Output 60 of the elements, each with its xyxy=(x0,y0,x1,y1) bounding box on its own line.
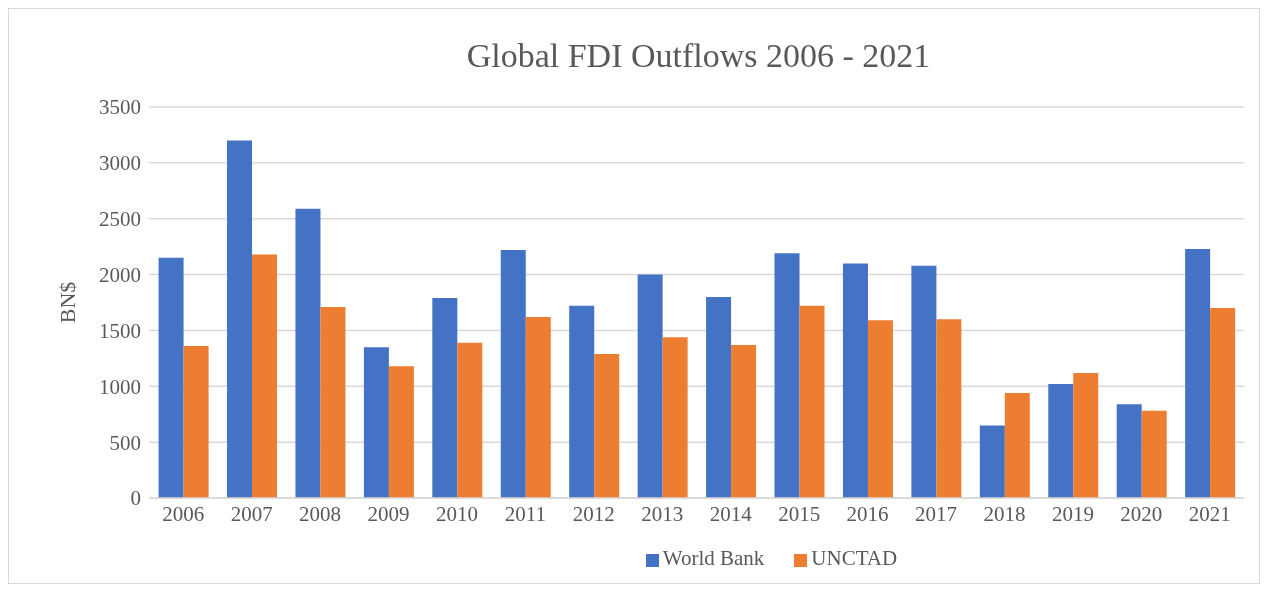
y-tick-label: 3500 xyxy=(99,95,141,120)
x-tick-label: 2012 xyxy=(572,501,615,526)
bar xyxy=(979,425,1005,498)
bar xyxy=(799,305,825,498)
y-tick-label: 3000 xyxy=(99,151,141,176)
y-tick-label: 1500 xyxy=(99,318,141,343)
x-tick-label: 2018 xyxy=(983,501,1026,526)
bar xyxy=(457,342,483,498)
bar xyxy=(731,344,757,498)
bar xyxy=(774,253,800,498)
x-tick-label: 2006 xyxy=(162,501,205,526)
bar xyxy=(183,346,209,498)
legend-label: UNCTAD xyxy=(811,546,898,570)
x-tick-label: 2011 xyxy=(504,501,547,526)
bar xyxy=(1048,384,1074,498)
x-tick-label: 2007 xyxy=(230,501,273,526)
bar xyxy=(706,296,732,498)
bar xyxy=(911,265,937,498)
bar xyxy=(1210,308,1236,498)
bar xyxy=(867,320,893,498)
bar xyxy=(842,263,868,498)
x-tick-label: 2019 xyxy=(1051,501,1094,526)
bar xyxy=(320,306,346,498)
bar xyxy=(432,298,458,498)
x-tick-label: 2021 xyxy=(1188,501,1231,526)
bar xyxy=(662,337,688,498)
bar xyxy=(936,319,962,498)
x-tick-label: 2009 xyxy=(367,501,410,526)
bar xyxy=(1116,404,1142,498)
bar xyxy=(1141,410,1167,498)
y-tick-label: 1000 xyxy=(99,374,141,399)
bar xyxy=(388,366,414,498)
x-tick-label: 2020 xyxy=(1120,501,1163,526)
x-tick-label: 2014 xyxy=(709,501,753,526)
bar xyxy=(158,257,184,498)
bar xyxy=(1185,248,1211,498)
x-tick-label: 2017 xyxy=(915,501,958,526)
bar xyxy=(363,347,389,498)
bar xyxy=(252,254,278,498)
chart-title: Global FDI Outflows 2006 - 2021 xyxy=(465,37,932,75)
y-tick-label: 2500 xyxy=(99,207,141,232)
y-tick-label: 500 xyxy=(109,430,141,455)
bar xyxy=(1004,392,1030,498)
bar xyxy=(569,305,595,498)
bar xyxy=(227,140,253,498)
bar xyxy=(525,317,551,498)
bar xyxy=(1073,372,1099,498)
bar xyxy=(295,208,321,498)
bar xyxy=(500,249,526,498)
y-tick-label: 0 xyxy=(130,486,141,511)
x-tick-label: 2013 xyxy=(641,501,684,526)
bar xyxy=(637,274,663,498)
bar xyxy=(594,353,620,498)
x-tick-label: 2008 xyxy=(299,501,342,526)
x-tick-label: 2015 xyxy=(778,501,821,526)
x-tick-label: 2016 xyxy=(846,501,889,526)
y-axis-title: BN$ xyxy=(54,281,80,324)
x-tick-label: 2010 xyxy=(435,501,478,526)
legend-label: World Bank xyxy=(662,546,765,570)
y-tick-label: 2000 xyxy=(99,263,141,288)
